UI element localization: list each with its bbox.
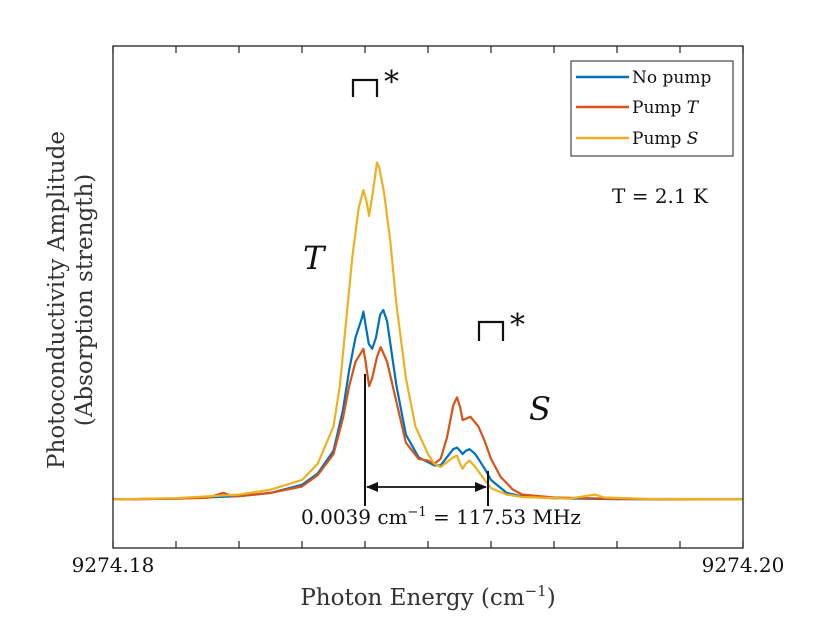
legend-label-pump-t-text: Pump [632,98,687,118]
legend-label-pump-t-italic: T [687,98,700,118]
y-axis-title-line1: Photoconductivity Amplitude [44,131,70,469]
series-line-pump-s [112,161,744,501]
legend-label-pump-t: Pump T [632,98,700,118]
separation-arrowhead-left [366,482,378,492]
x-axis-title-superscript: −1 [525,582,547,600]
series-lines [112,161,744,501]
splitting-annotation: 0.0039 cm−1 = 117.53 MHz [301,505,581,529]
y-axis-title-line2: (Absorption strength) [72,174,98,426]
x-tick-label-end: 9274.20 [702,553,785,577]
legend: No pump Pump T Pump S [570,60,734,157]
legend-label-pump-s-italic: S [687,129,699,149]
splitting-bracket-s [477,320,505,341]
y-axis-title: Photoconductivity Amplitude (Absorption … [44,131,98,469]
legend-label-pump-s: Pump S [632,129,698,149]
legend-label-pump-s-text: Pump [632,129,687,149]
x-axis-title-main: Photon Energy (cm [300,585,524,611]
splitting-annotation-value: 0.0039 cm [301,505,408,529]
series-line-no-pump [112,308,743,501]
splitting-star-t: * [384,65,399,100]
peak-s-label: S [529,390,551,428]
legend-label-no-pump-text: No pump [632,68,711,88]
splitting-annotation-superscript: −1 [408,505,427,520]
x-axis-title-end: ) [547,585,556,611]
peak-t-label: T [303,239,327,277]
x-axis-title: Photon Energy (cm−1) [300,582,555,611]
plot-area-frame [112,45,744,549]
separation-arrowhead-right [475,482,487,492]
series-line-pump-t [112,346,743,501]
splitting-star-s: * [510,308,525,343]
legend-label-no-pump: No pump [632,68,711,88]
temperature-label: T = 2.1 K [612,184,709,208]
splitting-bracket-t [351,78,379,97]
x-tick-label-start: 9274.18 [72,553,155,577]
splitting-annotation-rest: = 117.53 MHz [427,505,581,529]
